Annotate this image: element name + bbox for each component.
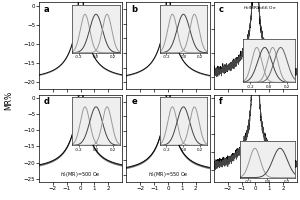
Text: MR%: MR% [4, 90, 14, 110]
Text: $H_c$(MR)=66 Oe: $H_c$(MR)=66 Oe [243, 5, 277, 12]
Text: d: d [44, 97, 50, 106]
Text: $H_c$(MR)=550 Oe: $H_c$(MR)=550 Oe [148, 170, 188, 179]
Text: b: b [131, 5, 137, 14]
Text: c: c [219, 5, 224, 14]
Text: $H_c$(MR)=500 Oe: $H_c$(MR)=500 Oe [60, 170, 101, 179]
Text: a: a [44, 5, 50, 14]
Text: e: e [131, 97, 137, 106]
Text: f: f [219, 97, 223, 106]
